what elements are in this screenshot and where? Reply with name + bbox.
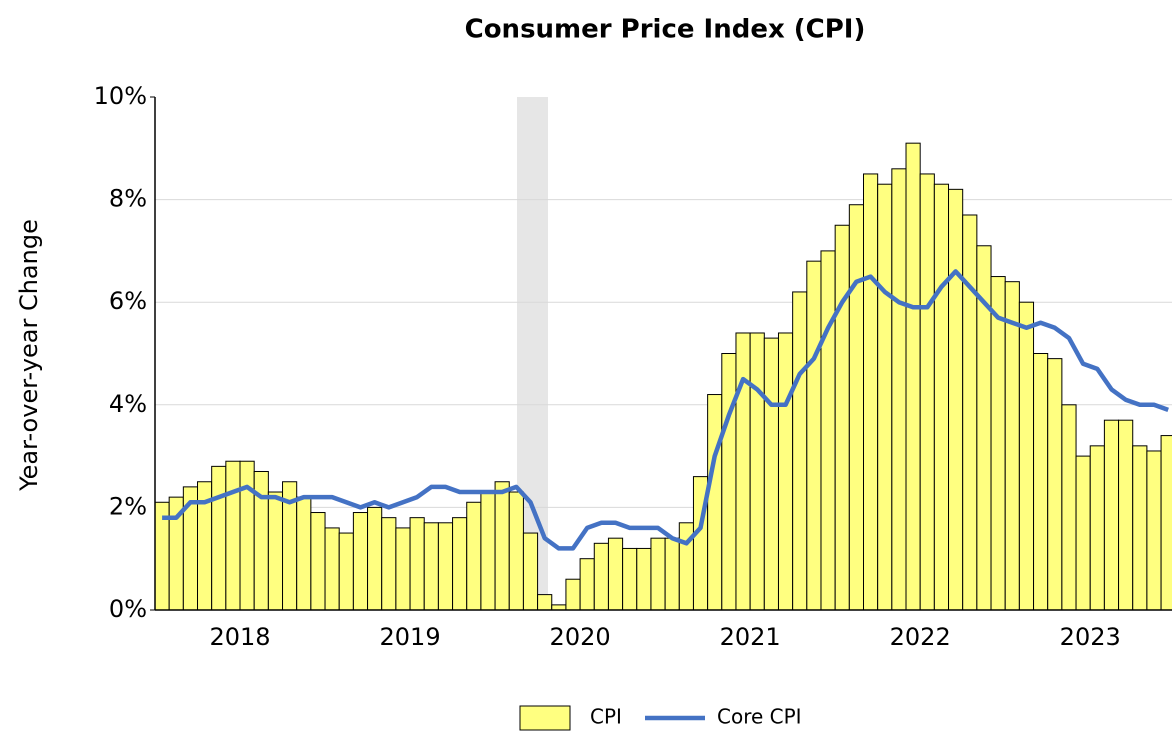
chart-title: Consumer Price Index (CPI) <box>465 15 866 45</box>
bar <box>551 604 567 611</box>
bar <box>933 183 950 611</box>
bar <box>338 532 354 611</box>
bar <box>721 353 737 611</box>
legend-label: CPI <box>590 705 622 729</box>
bar <box>622 547 638 611</box>
bar <box>239 460 255 611</box>
bar <box>537 594 553 611</box>
bar <box>636 547 652 611</box>
bar <box>891 168 907 611</box>
y-tick-label: 2% <box>109 492 147 520</box>
bar <box>777 332 794 611</box>
bar <box>494 481 510 611</box>
bar <box>508 491 524 611</box>
bar <box>1089 445 1105 611</box>
bar <box>1103 419 1120 611</box>
bar <box>848 204 865 611</box>
bar <box>211 465 227 611</box>
bar <box>452 517 468 611</box>
legend-label: Core CPI <box>717 705 802 729</box>
bar <box>806 260 822 611</box>
bar <box>735 332 751 611</box>
bar <box>381 517 397 611</box>
bar <box>650 537 666 611</box>
bar <box>990 276 1006 611</box>
y-tick-label: 6% <box>109 287 147 315</box>
bar <box>707 394 723 611</box>
x-tick-label: 2022 <box>890 623 951 651</box>
bar <box>409 517 425 611</box>
bar <box>1160 435 1172 611</box>
bar <box>749 332 765 611</box>
bar <box>1004 281 1020 611</box>
bar <box>1061 404 1077 611</box>
bar <box>1075 455 1091 611</box>
bar <box>437 522 454 611</box>
bar <box>1018 301 1035 611</box>
y-tick-label: 0% <box>109 595 147 623</box>
y-axis-label: Year-over-year Change <box>15 219 43 492</box>
bar <box>593 542 609 611</box>
x-tick-label: 2023 <box>1060 623 1121 651</box>
bar <box>466 501 482 611</box>
bar <box>905 142 921 611</box>
bar <box>948 188 964 611</box>
bar <box>367 506 383 611</box>
y-tick-label: 4% <box>109 390 147 418</box>
bar <box>565 578 581 611</box>
bar <box>296 496 312 611</box>
bar <box>792 291 808 611</box>
bar <box>962 214 978 611</box>
bar <box>267 491 284 611</box>
y-tick-label: 10% <box>94 82 147 110</box>
bar <box>919 173 935 611</box>
bar <box>1146 450 1162 611</box>
bar <box>664 537 680 611</box>
bar <box>310 512 326 611</box>
bar <box>579 558 595 611</box>
legend-swatch <box>519 705 571 731</box>
line <box>162 269 1169 551</box>
x-tick-label: 2019 <box>380 623 441 651</box>
bar <box>395 527 411 611</box>
bar <box>423 522 439 611</box>
x-tick-label: 2018 <box>209 623 270 651</box>
bar <box>834 224 850 611</box>
bar <box>763 337 779 611</box>
x-tick-label: 2020 <box>550 623 611 651</box>
bar <box>522 532 539 611</box>
bar <box>863 173 879 611</box>
bar <box>1033 353 1049 611</box>
bar <box>607 537 624 611</box>
bar <box>1047 358 1063 611</box>
bar <box>225 460 241 611</box>
bar <box>324 527 340 611</box>
bar <box>1118 419 1134 611</box>
x-tick-label: 2021 <box>720 623 781 651</box>
bar <box>352 512 369 611</box>
y-tick-label: 8% <box>109 185 147 213</box>
bar <box>877 183 893 611</box>
bar <box>1132 445 1148 611</box>
bar <box>820 250 836 611</box>
bar <box>480 491 496 611</box>
